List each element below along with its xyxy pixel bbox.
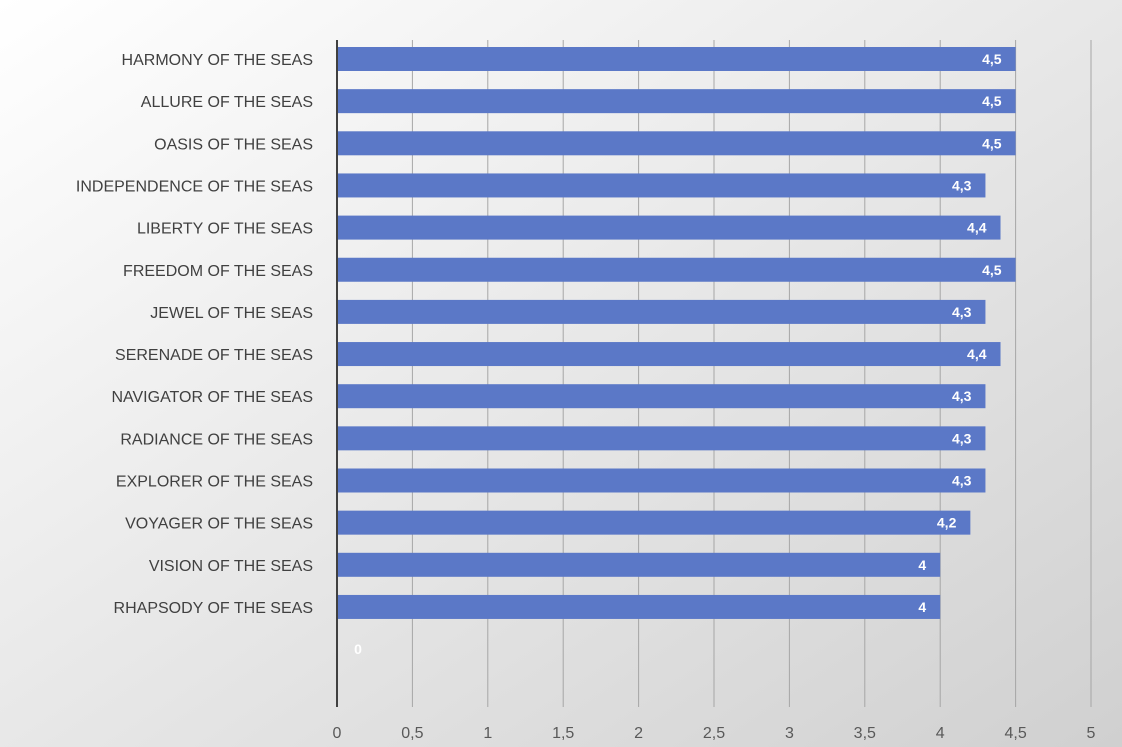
bar-value-label: 4,3	[952, 388, 972, 404]
category-label: EXPLORER OF THE SEAS	[116, 474, 313, 491]
bar-value-label: 4,5	[982, 93, 1002, 109]
bar-value-label: 4,5	[982, 51, 1002, 67]
category-label: VOYAGER OF THE SEAS	[125, 516, 313, 533]
x-tick-labels: 0 0,5 1 1,5 2 2,5 3 3,5 4 4,5 5	[333, 725, 1096, 742]
category-label: OASIS OF THE SEAS	[154, 136, 313, 153]
x-tick-label: 5	[1087, 725, 1096, 742]
x-tick-label: 0	[333, 725, 342, 742]
bar	[337, 468, 986, 493]
bar	[337, 89, 1016, 114]
category-label: RADIANCE OF THE SEAS	[120, 431, 313, 448]
bar	[337, 594, 941, 619]
bar-value-label: 4,4	[967, 220, 987, 236]
x-tick-label: 4	[936, 725, 945, 742]
x-tick-label: 3	[785, 725, 794, 742]
bar	[337, 173, 986, 198]
bar	[337, 384, 986, 409]
category-labels: HARMONY OF THE SEAS ALLURE OF THE SEAS OAS…	[76, 52, 313, 617]
bar-value-label: 4,3	[952, 304, 972, 320]
category-label: VISION OF THE SEAS	[149, 558, 313, 575]
x-tick-label: 2	[634, 725, 643, 742]
bar	[337, 299, 986, 324]
bar-value-label: 4	[918, 557, 926, 573]
category-label: NAVIGATOR OF THE SEAS	[111, 389, 313, 406]
bar-value-label: 4,4	[967, 346, 987, 362]
bar	[337, 257, 1016, 282]
bars	[337, 47, 1016, 619]
bar-value-label: 4,2	[937, 515, 957, 531]
bar-value-label: 4,5	[982, 262, 1002, 278]
bar	[337, 215, 1001, 240]
x-tick-label: 1,5	[552, 725, 574, 742]
bar-value-label: 4,3	[952, 177, 972, 193]
category-label: INDEPENDENCE OF THE SEAS	[76, 178, 313, 195]
bar	[337, 131, 1016, 156]
category-label: ALLURE OF THE SEAS	[141, 94, 313, 111]
bar	[337, 342, 1001, 367]
bar-value-label: 4	[918, 599, 926, 615]
bar	[337, 426, 986, 451]
bar-value-label: 4,3	[952, 473, 972, 489]
x-tick-label: 3,5	[854, 725, 876, 742]
bar	[337, 552, 941, 577]
category-label: JEWEL OF THE SEAS	[150, 305, 313, 322]
bar	[337, 47, 1016, 71]
category-label: LIBERTY OF THE SEAS	[137, 221, 313, 238]
category-label: SERENADE OF THE SEAS	[115, 347, 313, 364]
x-tick-label: 1	[483, 725, 492, 742]
bar-value-label: 0	[354, 641, 362, 657]
x-tick-label: 2,5	[703, 725, 725, 742]
bar-value-label: 4,5	[982, 135, 1002, 151]
x-tick-label: 0,5	[401, 725, 423, 742]
data-labels: 4,5 4,5 4,5 4,3 4,4 4,5 4,3 4,4 4,3 4,3 4,3 4,2 4 4 0	[354, 51, 1002, 657]
category-label: FREEDOM OF THE SEAS	[123, 263, 313, 280]
bar-value-label: 4,3	[952, 430, 972, 446]
category-label: RHAPSODY OF THE SEAS	[114, 600, 313, 617]
x-tick-label: 4,5	[1004, 725, 1026, 742]
bar	[337, 510, 971, 535]
category-label: HARMONY OF THE SEAS	[122, 52, 313, 69]
